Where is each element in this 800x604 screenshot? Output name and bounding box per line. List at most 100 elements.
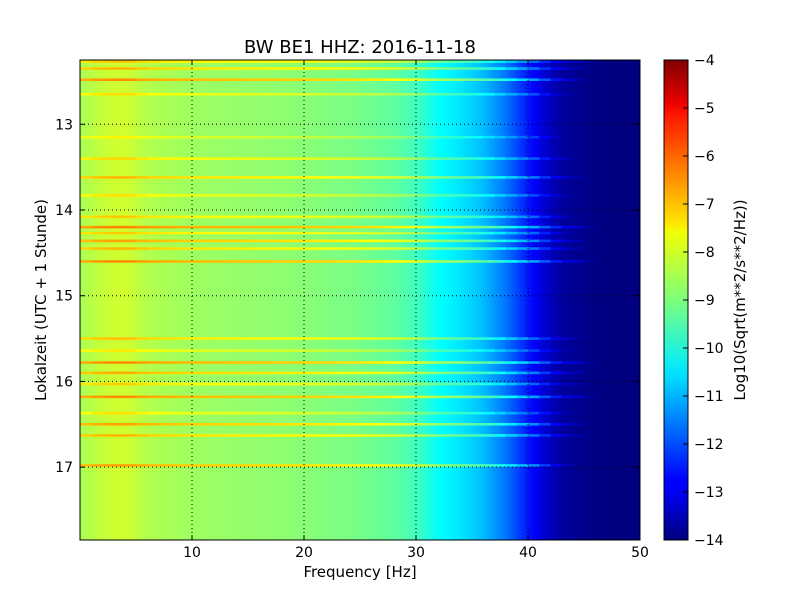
colorbar-tick-label: −12 (694, 437, 724, 453)
heatmap-band-cell (158, 239, 170, 243)
heatmap-cell (542, 60, 546, 540)
heatmap-band-cell (539, 423, 551, 426)
heatmap-band-cell (528, 349, 540, 352)
heatmap-cell (158, 60, 162, 540)
heatmap-band-cell (225, 260, 238, 263)
heatmap-band-cell (348, 225, 361, 229)
heatmap-band-cell (192, 371, 204, 375)
heatmap-band-cell (80, 260, 92, 263)
heatmap-band-cell (550, 337, 562, 340)
heatmap-band-cell (102, 382, 114, 386)
heatmap-band-cell (572, 371, 585, 375)
heatmap-band-cell (259, 349, 271, 352)
heatmap-cell (166, 60, 171, 540)
heatmap-band-cell (393, 194, 406, 197)
heatmap-band-cell (225, 434, 238, 437)
heatmap-cell (522, 60, 526, 540)
heatmap-band-cell (360, 67, 372, 70)
heatmap-band-cell (326, 395, 338, 399)
heatmap-cell (94, 60, 98, 540)
heatmap-band-cell (539, 382, 551, 386)
heatmap-band-cell (102, 67, 114, 70)
heatmap-band-cell (449, 135, 462, 139)
heatmap-band-cell (416, 371, 428, 375)
heatmap-band-cell (472, 337, 484, 340)
heatmap-band-cell (315, 194, 327, 197)
heatmap-band-cell (203, 371, 215, 375)
heatmap-band-cell (304, 225, 316, 229)
heatmap-band-cell (214, 135, 226, 139)
heatmap-band-cell (113, 349, 126, 352)
heatmap-band-cell (203, 434, 215, 437)
heatmap-band-cell (550, 157, 562, 160)
heatmap-cell (432, 60, 437, 540)
heatmap-band-cell (180, 231, 193, 235)
heatmap-band-cell (494, 93, 506, 96)
heatmap-cell (113, 60, 117, 540)
heatmap-band-cell (561, 247, 574, 250)
heatmap-band-cell (102, 60, 114, 63)
heatmap-band-cell (124, 361, 137, 364)
heatmap-band-cell (192, 225, 204, 229)
heatmap-band-cell (236, 225, 249, 229)
heatmap-band-cell (561, 395, 574, 399)
heatmap-band-cell (337, 337, 350, 340)
heatmap-band-cell (180, 361, 193, 364)
heatmap-cell (239, 60, 243, 540)
heatmap-band-cell (248, 395, 260, 399)
heatmap-band-cell (203, 93, 215, 96)
heatmap-band-cell (304, 382, 316, 386)
heatmap-band-cell (561, 60, 574, 63)
heatmap-band-cell (292, 67, 305, 70)
heatmap-band-cell (539, 78, 551, 81)
heatmap-band-cell (572, 60, 585, 63)
heatmap-band-cell (472, 194, 484, 197)
heatmap-band-cell (225, 215, 238, 219)
heatmap-band-cell (472, 225, 484, 229)
heatmap-band-cell (427, 60, 439, 63)
heatmap-band-cell (416, 464, 428, 467)
heatmap-band-cell (516, 247, 529, 250)
heatmap-cell (273, 60, 277, 540)
heatmap-band-cell (371, 423, 383, 426)
heatmap-band-cell (203, 157, 215, 160)
heatmap-cell (262, 60, 266, 540)
heatmap-band-cell (136, 231, 148, 235)
heatmap-band-cell (337, 135, 350, 139)
heatmap-band-cell (270, 239, 282, 243)
heatmap-band-cell (169, 423, 182, 426)
heatmap-cell (348, 60, 353, 540)
heatmap-band-cell (528, 382, 540, 386)
colorbar-tick-label: −8 (694, 245, 715, 261)
heatmap-band-cell (438, 423, 450, 426)
heatmap-band-cell (550, 231, 562, 235)
heatmap-band-cell (113, 157, 126, 160)
heatmap-band-cell (371, 78, 383, 81)
heatmap-band-cell (158, 260, 170, 263)
heatmap-band-cell (427, 215, 439, 219)
heatmap-band-cell (427, 247, 439, 250)
heatmap-band-cell (360, 349, 372, 352)
heatmap-band-cell (393, 215, 406, 219)
heatmap-band-cell (169, 176, 182, 179)
heatmap-band-cell (404, 361, 417, 364)
heatmap-band-cell (80, 382, 92, 386)
heatmap-band-cell (382, 239, 394, 243)
heatmap-band-cell (472, 349, 484, 352)
heatmap-cell (528, 60, 532, 540)
heatmap-band-cell (315, 215, 327, 219)
heatmap-band-cell (136, 67, 148, 70)
heatmap-band-cell (516, 239, 529, 243)
heatmap-band-cell (180, 215, 193, 219)
heatmap-band-cell (91, 93, 103, 96)
heatmap-band-cell (203, 135, 215, 139)
heatmap-cell (427, 60, 431, 540)
heatmap-band-cell (427, 157, 439, 160)
heatmap-cell (124, 60, 129, 540)
heatmap-band-cell (528, 67, 540, 70)
heatmap-band-cell (259, 434, 271, 437)
heatmap-band-cell (472, 411, 484, 415)
heatmap-cell (267, 60, 271, 540)
heatmap-cell (287, 60, 291, 540)
heatmap-band-cell (259, 411, 271, 415)
